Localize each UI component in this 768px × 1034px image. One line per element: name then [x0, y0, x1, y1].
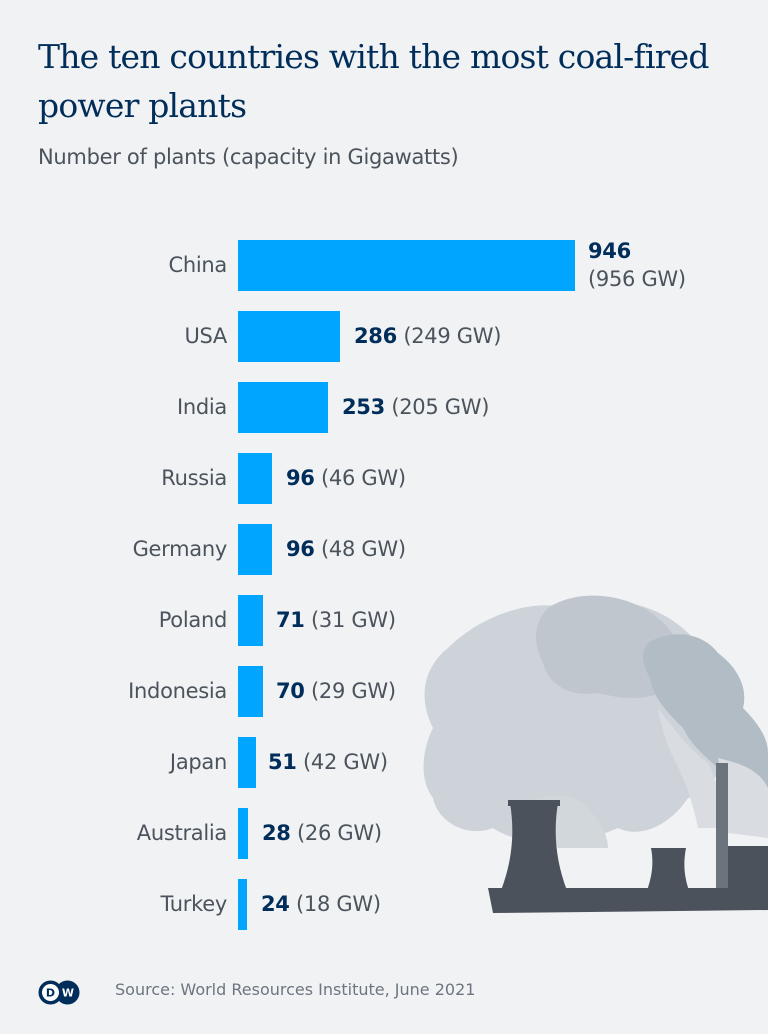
bar-australia	[238, 808, 248, 859]
plants-count: 51	[268, 750, 297, 774]
capacity: (18 GW)	[296, 892, 381, 916]
plants-count: 71	[276, 608, 305, 632]
country-label: USA	[184, 324, 227, 348]
svg-text:W: W	[62, 986, 74, 999]
chart-row-russia: Russia 96 (46 GW)	[0, 453, 768, 504]
capacity: (48 GW)	[321, 537, 406, 561]
country-label: Poland	[158, 608, 228, 632]
value-label: 253 (205 GW)	[342, 382, 489, 433]
chart-subtitle: Number of plants (capacity in Gigawatts)	[38, 145, 459, 169]
svg-text:D: D	[46, 986, 55, 999]
country-label: Australia	[136, 821, 228, 845]
chart-row-china: China 946 (956 GW)	[0, 237, 768, 291]
plants-count: 253	[342, 395, 385, 419]
chart-row-poland: Poland 71 (31 GW)	[0, 595, 768, 646]
capacity: (205 GW)	[391, 395, 490, 419]
chart-row-usa: USA 286 (249 GW)	[0, 311, 768, 362]
bar-russia	[238, 453, 272, 504]
bar-germany	[238, 524, 272, 575]
plants-count: 946	[588, 239, 631, 263]
plants-count: 24	[261, 892, 290, 916]
bar-japan	[238, 737, 256, 788]
plants-count: 28	[262, 821, 291, 845]
capacity: (956 GW)	[588, 267, 686, 291]
country-label: China	[168, 253, 228, 277]
value-label: 51 (42 GW)	[268, 737, 388, 788]
chart-row-indonesia: Indonesia 70 (29 GW)	[0, 666, 768, 717]
capacity: (29 GW)	[311, 679, 396, 703]
bar-usa	[238, 311, 340, 362]
capacity: (31 GW)	[311, 608, 396, 632]
bar-indonesia	[238, 666, 263, 717]
bar-poland	[238, 595, 263, 646]
source-note: Source: World Resources Institute, June …	[115, 980, 476, 999]
value-label: 71 (31 GW)	[276, 595, 396, 646]
country-label: Japan	[169, 750, 227, 774]
country-label: Russia	[161, 466, 227, 490]
value-label: 286 (249 GW)	[354, 311, 501, 362]
capacity: (46 GW)	[321, 466, 406, 490]
plants-count: 286	[354, 324, 397, 348]
plants-count: 70	[276, 679, 305, 703]
value-label: 28 (26 GW)	[262, 808, 382, 859]
chart-row-japan: Japan 51 (42 GW)	[0, 737, 768, 788]
chart-row-turkey: Turkey 24 (18 GW)	[0, 879, 768, 930]
bar-turkey	[238, 879, 247, 930]
country-label: India	[176, 395, 227, 419]
chart-row-australia: Australia 28 (26 GW)	[0, 808, 768, 859]
value-label: 96 (46 GW)	[286, 453, 406, 504]
coal-power-plant-icon	[423, 595, 768, 913]
country-label: Germany	[132, 537, 228, 561]
capacity: (42 GW)	[303, 750, 388, 774]
country-label: Turkey	[160, 892, 227, 916]
bar-india	[238, 382, 328, 433]
bar-china	[238, 240, 575, 291]
capacity: (249 GW)	[403, 324, 502, 348]
dw-logo-icon: D W	[38, 980, 80, 1004]
footer: D W	[38, 977, 80, 1007]
value-label: 96 (48 GW)	[286, 524, 406, 575]
value-label: 24 (18 GW)	[261, 879, 381, 930]
plants-count: 96	[286, 537, 315, 561]
chart-row-india: India 253 (205 GW)	[0, 382, 768, 433]
plants-count: 96	[286, 466, 315, 490]
country-label: Indonesia	[128, 679, 227, 703]
chart-row-germany: Germany 96 (48 GW)	[0, 524, 768, 575]
capacity: (26 GW)	[297, 821, 382, 845]
value-label: 946 (956 GW)	[588, 237, 686, 291]
value-label: 70 (29 GW)	[276, 666, 396, 717]
chart-title: The ten countries with the most coal-fir…	[38, 37, 710, 125]
